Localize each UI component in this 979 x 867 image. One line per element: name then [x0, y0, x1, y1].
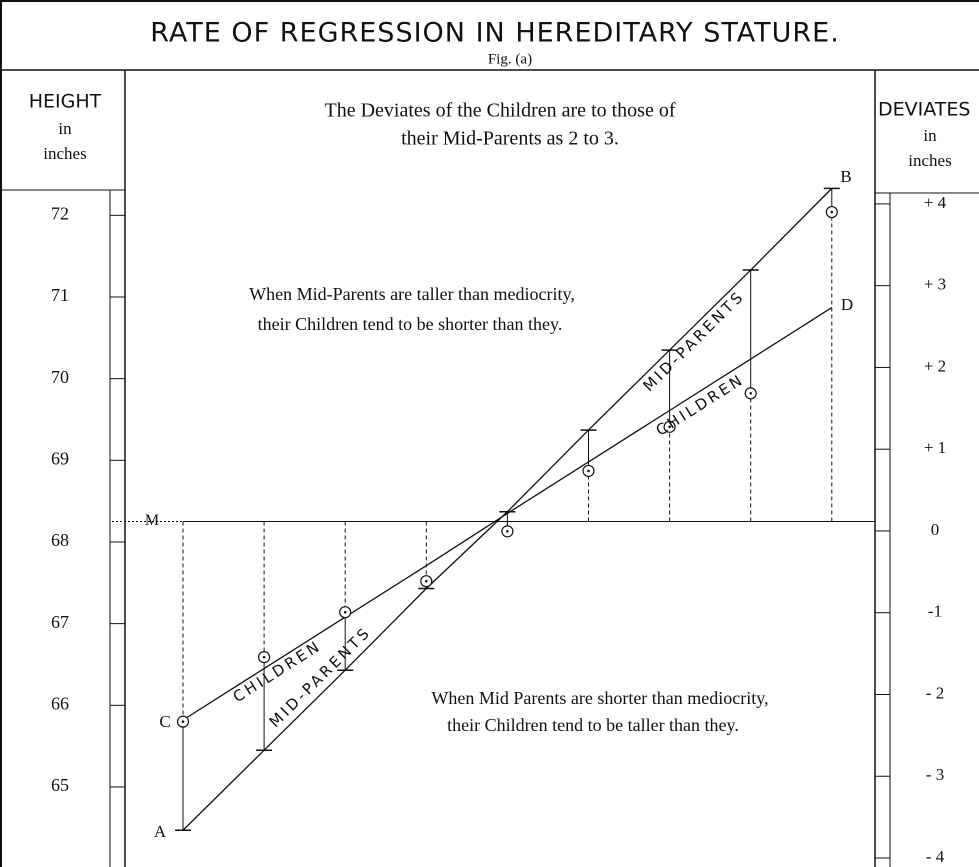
observed-dot: [830, 210, 834, 214]
observed-dot: [425, 579, 428, 583]
y-tick-label: 71: [51, 285, 69, 305]
y2-axis-title: in: [923, 126, 937, 145]
y-tick-label: 69: [51, 448, 69, 468]
point-label: B: [840, 167, 851, 186]
observed-dot: [668, 425, 671, 429]
point-label: C: [159, 712, 170, 731]
y2-tick-label: 0: [931, 520, 940, 539]
y2-axis-title: DEVIATES: [878, 99, 970, 121]
chart-title: RATE OF REGRESSION IN HEREDITARY STATURE…: [150, 18, 840, 49]
y-axis-title: in: [58, 119, 72, 138]
y2-tick-label: + 1: [924, 438, 946, 457]
mediocrity-label: M: [145, 512, 159, 529]
y-tick-label: 68: [51, 530, 69, 550]
observed-dot: [587, 469, 590, 473]
observed-dot: [749, 392, 752, 395]
chart-subtitle: Fig. (a): [488, 51, 532, 67]
y2-tick-label: + 4: [924, 193, 947, 212]
annotation: When Mid-Parents are taller than mediocr…: [249, 284, 575, 304]
y2-tick-label: -1: [928, 602, 942, 621]
y2-tick-label: - 3: [926, 765, 944, 784]
y-tick-label: 72: [51, 203, 69, 223]
annotation: their Children tend to be shorter than t…: [258, 314, 563, 334]
y-axis-title: HEIGHT: [29, 91, 102, 113]
description: their Mid-Parents as 2 to 3.: [401, 128, 619, 150]
annotation: their Children tend to be taller than th…: [447, 715, 739, 735]
series-label: CHILDREN: [653, 370, 748, 439]
point-label: A: [154, 822, 167, 841]
observed-dot: [262, 655, 266, 659]
description: The Deviates of the Children are to thos…: [325, 100, 676, 122]
observed-dot: [181, 720, 185, 723]
y2-tick-label: + 2: [924, 356, 946, 375]
observed-dot: [506, 530, 509, 533]
y-axis-title: inches: [43, 144, 86, 163]
y2-tick-label: - 2: [926, 683, 944, 702]
y2-tick-label: + 3: [924, 275, 946, 294]
y-tick-label: 70: [51, 367, 69, 387]
point-label: D: [841, 295, 853, 314]
annotation: When Mid Parents are shorter than medioc…: [431, 688, 768, 708]
y-tick-label: 66: [51, 693, 69, 713]
y2-axis-title: inches: [908, 151, 951, 170]
y-tick-label: 67: [51, 612, 69, 632]
observed-dot: [343, 610, 347, 614]
y-tick-label: 65: [51, 775, 69, 795]
y2-tick-label: - 4: [926, 847, 945, 866]
